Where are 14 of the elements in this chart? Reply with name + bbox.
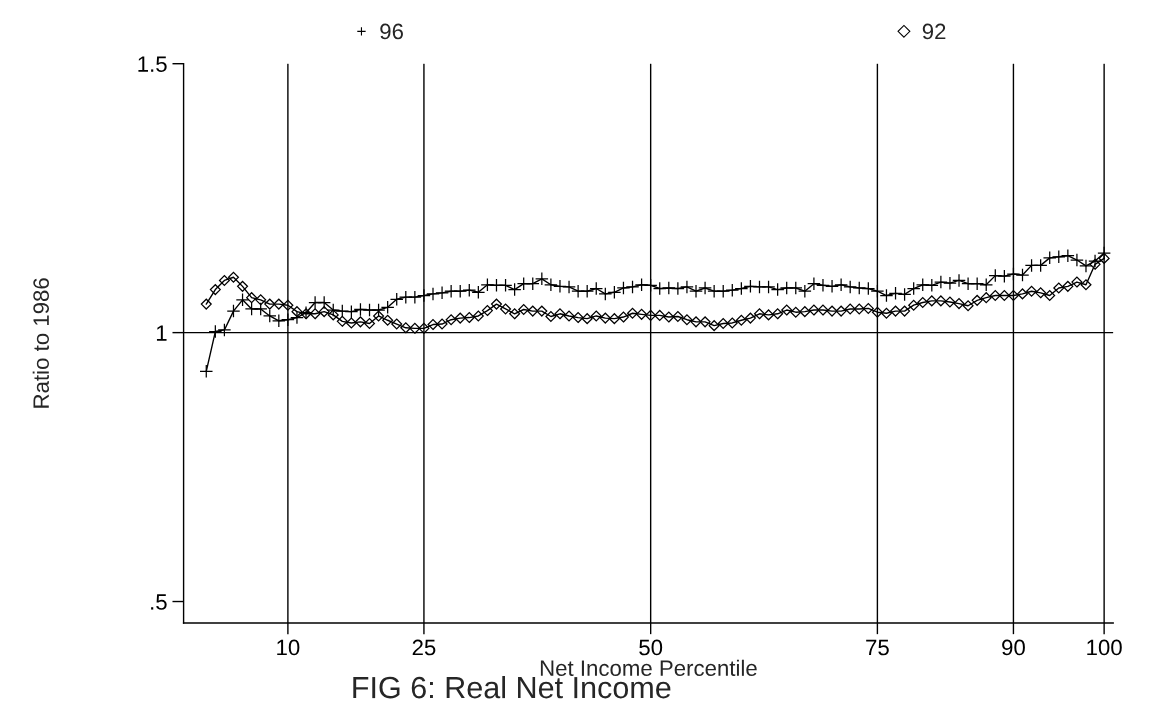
x-tick-label: 10 bbox=[277, 639, 300, 656]
y-tick-label: 1.5 bbox=[138, 56, 167, 72]
x-tick-label: 100 bbox=[1087, 639, 1122, 656]
y-tick-label: .5 bbox=[151, 594, 167, 610]
x-axis-title: Net Income Percentile bbox=[540, 659, 757, 677]
legend-label: 96 bbox=[380, 23, 403, 40]
x-tick-label: 75 bbox=[866, 639, 889, 656]
legend-label: 92 bbox=[922, 23, 946, 40]
x-tick-label: 90 bbox=[1002, 639, 1025, 656]
y-tick-label: 1 bbox=[156, 325, 167, 341]
x-tick-label: 50 bbox=[639, 639, 663, 656]
x-tick-label: 25 bbox=[412, 639, 436, 656]
caption: FIG 6: Real Net Income bbox=[353, 675, 671, 699]
y-axis-title: Ratio to 1986 bbox=[32, 278, 50, 408]
